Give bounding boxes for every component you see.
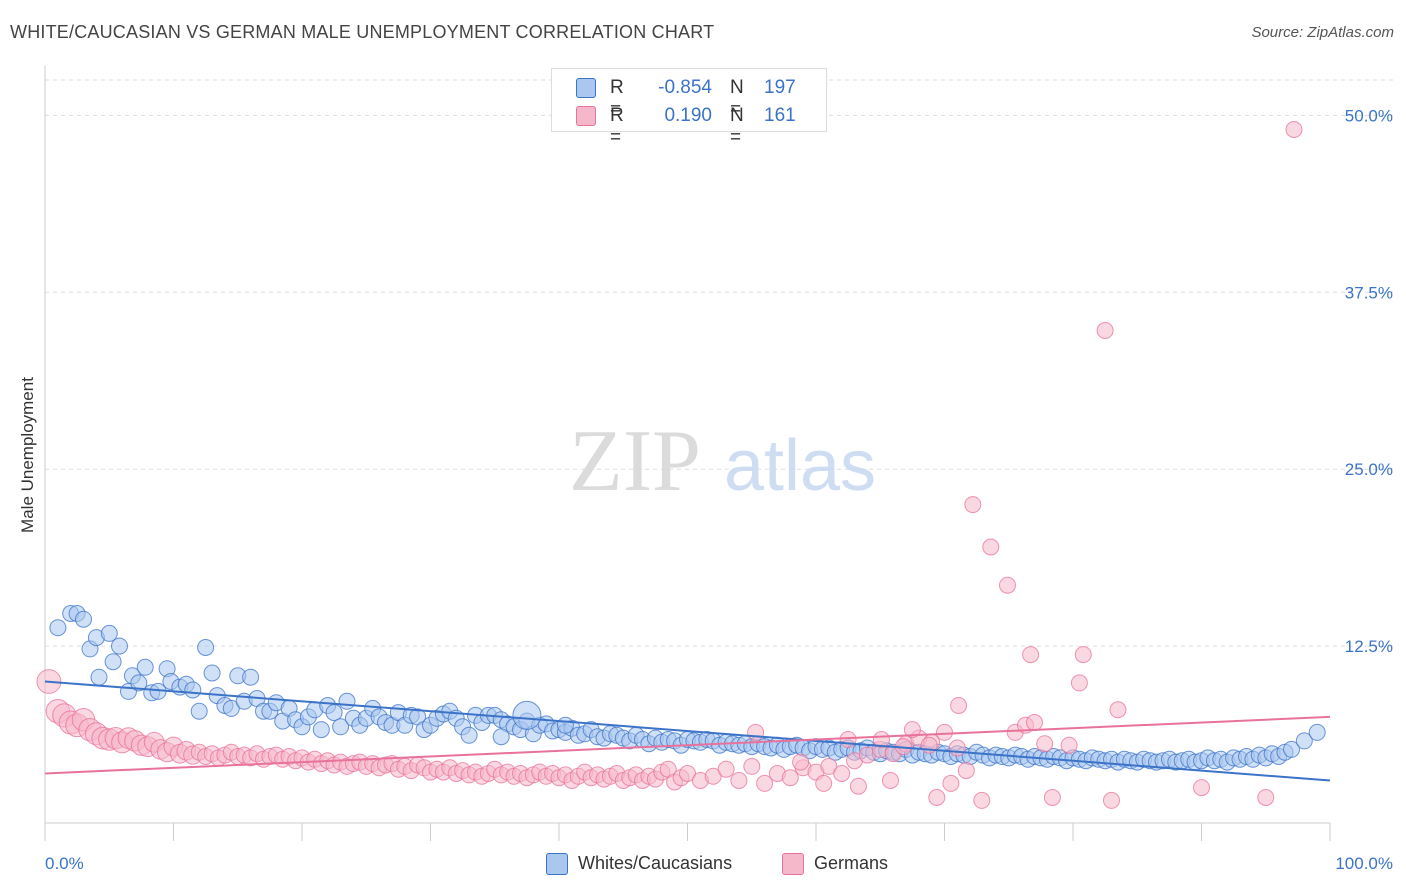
swatch-whites (576, 78, 596, 98)
n-value-whites: 197 (764, 77, 796, 98)
whites-point (111, 637, 128, 655)
trend-line-germans (44, 715, 1331, 775)
correlation-legend: R = -0.854 N = 197 R = 0.190 N = 161 (551, 68, 827, 148)
chart-title: WHITE/CAUCASIAN VS GERMAN MALE UNEMPLOYM… (10, 22, 715, 42)
y-tick-label: 37.5% (1345, 283, 1393, 302)
germans-point (928, 789, 946, 806)
whites-point (1283, 740, 1300, 758)
germans-point (1096, 322, 1114, 339)
germans-point (839, 731, 857, 748)
germans-point (704, 767, 722, 785)
germans-point (936, 723, 953, 741)
tick-labels: 12.5% 25.0% 37.5% 50.0% 0.0% 100.0% (45, 106, 1393, 873)
n-label: N = (730, 77, 744, 120)
whites-point (338, 692, 356, 710)
germans-point (942, 774, 960, 792)
germans-point (747, 723, 765, 741)
germans-point (999, 576, 1016, 594)
whites-point (197, 639, 215, 656)
swatch-germans (782, 853, 804, 875)
whites-point (104, 653, 122, 671)
whites-point (1308, 723, 1326, 741)
germans-point (950, 697, 968, 714)
series-germans-points (36, 121, 1303, 809)
whites-point (136, 658, 154, 676)
germans-point (1070, 674, 1088, 692)
whites-point (190, 702, 208, 720)
y-tick-label: 50.0% (1345, 106, 1393, 125)
germans-point (1022, 646, 1040, 664)
germans-point (957, 762, 975, 780)
germans-point (743, 757, 761, 775)
germans-point (1074, 646, 1092, 664)
germans-point (1193, 779, 1210, 797)
germans-point (1257, 789, 1275, 806)
germans-point (882, 772, 899, 789)
whites-point (242, 668, 260, 686)
germans-point (833, 765, 851, 782)
germans-point (849, 777, 867, 795)
watermark-zip: ZIP (569, 413, 701, 510)
germans-point (679, 765, 696, 782)
axes (44, 66, 1331, 841)
germans-point (756, 774, 774, 792)
germans-point (815, 774, 833, 792)
watermark: ZIP atlas (569, 413, 876, 510)
whites-point (100, 624, 118, 642)
germans-point (1285, 121, 1303, 138)
germans-point (1043, 789, 1061, 806)
germans-point (717, 760, 735, 778)
whites-point (556, 716, 574, 734)
germans-point (1060, 736, 1078, 754)
y-tick-label: 25.0% (1345, 460, 1393, 479)
whites-point (460, 726, 478, 744)
n-label: N = (730, 105, 744, 148)
trend-lines (44, 680, 1331, 782)
r-label: R = (610, 77, 624, 120)
whites-point (49, 619, 67, 637)
y-tick-label: 12.5% (1345, 637, 1393, 656)
germans-point (730, 772, 748, 789)
n-value-germans: 161 (764, 105, 796, 126)
germans-point (1109, 701, 1127, 719)
whites-point (222, 699, 240, 717)
x-tick-label-max: 100.0% (1335, 854, 1393, 873)
whites-point (90, 668, 108, 686)
germans-point (982, 538, 1000, 556)
whites-point (75, 610, 92, 628)
legend-label-germans: Germans (814, 853, 889, 873)
germans-point (1036, 735, 1054, 753)
x-tick-label-min: 0.0% (45, 854, 84, 873)
germans-point (948, 739, 966, 757)
r-value-whites: -0.854 (658, 77, 712, 98)
legend-label-whites: Whites/Caucasians (578, 853, 733, 873)
r-label: R = (610, 105, 624, 148)
swatch-germans (576, 106, 596, 126)
germans-point (781, 769, 799, 787)
gridlines (45, 79, 1395, 647)
germans-point (903, 721, 921, 739)
germans-point (820, 757, 838, 775)
whites-point (203, 664, 221, 682)
whites-point (312, 721, 330, 739)
whites-point (130, 674, 148, 692)
germans-point (792, 753, 810, 771)
germans-point (973, 791, 991, 809)
germans-point (1026, 714, 1043, 731)
whites-point (492, 728, 510, 746)
whites-point (325, 704, 343, 722)
whites-point (512, 700, 542, 730)
whites-point (1295, 732, 1313, 750)
germans-point (964, 496, 982, 514)
trend-line-whites (44, 680, 1331, 782)
watermark-atlas: atlas (724, 426, 876, 506)
whites-point (184, 681, 202, 699)
whites-point (332, 718, 350, 736)
source-note: Source: ZipAtlas.com (1251, 24, 1394, 41)
germans-point (1103, 791, 1120, 809)
r-value-germans: 0.190 (664, 105, 712, 126)
swatch-whites (546, 853, 568, 875)
